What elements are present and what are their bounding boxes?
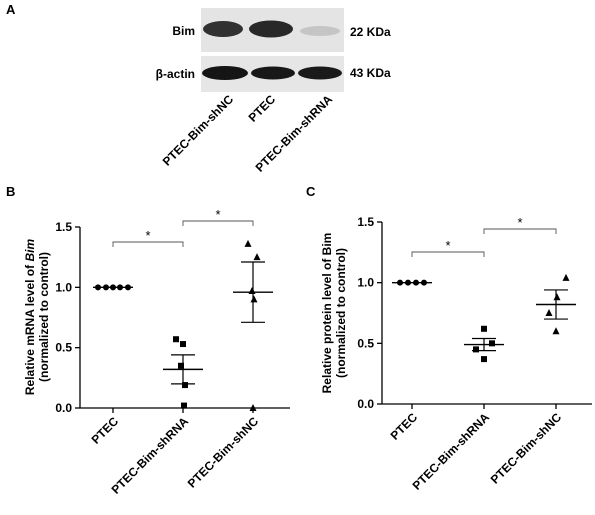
chart-b-ytick-label: 0.5 [55, 341, 72, 355]
chart-c-sig-bracket [411, 251, 485, 257]
chart-b-sig-bracket [182, 220, 254, 226]
panel-label-a: A [6, 2, 16, 17]
chart-c-ytick-label: 0.0 [357, 397, 374, 411]
chart-c-point-square [481, 325, 487, 332]
chart-c-ylabel-line2: (normalized to control) [334, 248, 348, 378]
bim-band-lane1 [203, 21, 243, 37]
lane-label-2: PTEC [246, 92, 279, 125]
chart-b-sig-label: * [215, 207, 220, 222]
chart-c-point-square [481, 356, 487, 363]
chart-c: Relative protein level of Bim (normalize… [320, 215, 592, 493]
chart-b: Relative mRNA level of Bim (normalized t… [23, 207, 290, 497]
chart-c-ytick-label: 0.5 [357, 336, 374, 350]
chart-b-sig-bracket [112, 241, 184, 247]
chart-b-category-label: PTEC-Bim-shNC [185, 414, 262, 491]
chart-b-point-triangle [250, 295, 258, 303]
chart-b-ylabel-line2: (normalized to control) [37, 252, 51, 382]
actin-band-lane2 [251, 66, 295, 80]
chart-b-point-triangle [249, 404, 257, 411]
chart-b-point-square [181, 402, 187, 409]
chart-b-point-square [178, 362, 184, 369]
chart-c-point-triangle [562, 273, 570, 281]
chart-c-point-triangle [553, 293, 561, 301]
chart-b-sig-label: * [145, 228, 150, 243]
actin-band-lane1 [202, 66, 248, 80]
chart-c-category-label: PTEC-Bim-shNC [488, 410, 565, 487]
lane-label-1: PTEC-Bim-shNC [160, 92, 237, 169]
chart-b-ytick-label: 1.0 [55, 280, 72, 294]
blot-size-bim: 22 KDa [350, 25, 391, 39]
bim-band-lane3 [300, 26, 340, 36]
chart-b-category-label: PTEC [89, 414, 122, 447]
chart-c-category-label: PTEC [388, 410, 421, 443]
bim-band-lane2 [249, 20, 293, 38]
chart-b-ytick-label: 1.5 [55, 220, 72, 234]
chart-c-sig-bracket [483, 228, 557, 234]
chart-b-point-triangle [248, 286, 256, 294]
chart-b-point-triangle [244, 239, 252, 247]
chart-c-point-triangle [545, 309, 553, 316]
chart-b-point-triangle [253, 253, 261, 261]
chart-c-sig-label: * [517, 215, 522, 230]
chart-c-ytick-label: 1.0 [357, 276, 374, 290]
chart-c-sig-label: * [445, 238, 450, 253]
panel-label-b: B [6, 184, 15, 199]
chart-b-point-square [180, 341, 186, 348]
blot-row-label-bim: Bim [172, 24, 195, 38]
chart-c-point-square [473, 346, 479, 353]
chart-c-point-square [489, 340, 495, 347]
panel-label-c: C [306, 184, 316, 199]
chart-b-point-square [173, 336, 179, 343]
chart-b-ytick-label: 0.0 [55, 401, 72, 415]
blot-row-label-actin: β-actin [156, 67, 195, 81]
chart-c-ylabel-line1: Relative protein level of Bim [320, 233, 334, 394]
chart-c-point-triangle [552, 327, 560, 335]
chart-b-point-square [182, 382, 188, 389]
blot-size-actin: 43 KDa [350, 66, 391, 80]
chart-c-ytick-label: 1.5 [357, 215, 374, 229]
chart-b-ylabel-line1: Relative mRNA level of Bim [23, 239, 37, 396]
chart-c-category-label: PTEC-Bim-shRNA [410, 410, 493, 493]
chart-b-category-label: PTEC-Bim-shRNA [109, 414, 192, 497]
actin-band-lane3 [298, 66, 342, 80]
